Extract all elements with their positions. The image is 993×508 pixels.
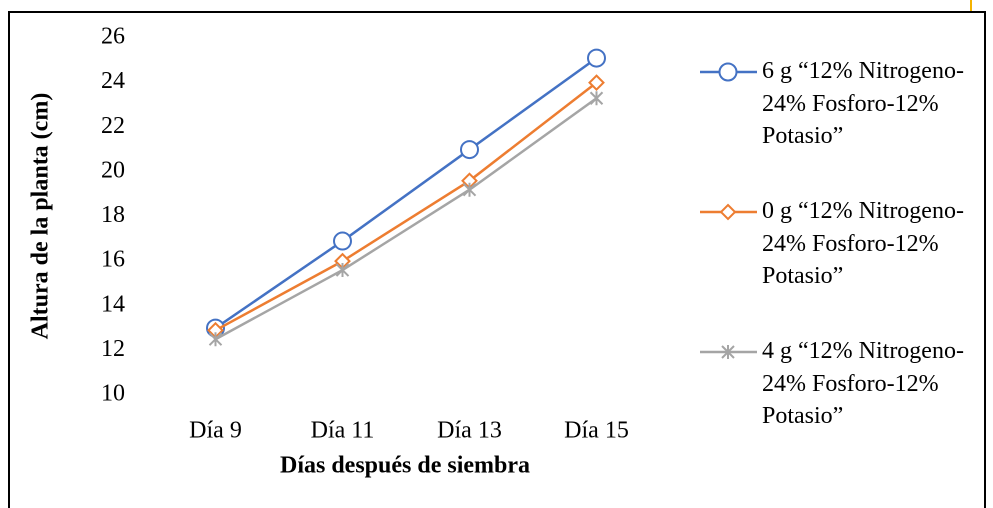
y-tick-label: 24 — [101, 68, 125, 94]
legend-label: 0 g “12% Nitrogeno-24% Fosforo-12% Potas… — [762, 198, 964, 289]
marker — [333, 231, 352, 251]
y-tick-label: 26 — [101, 24, 125, 50]
y-tick-label: 20 — [101, 157, 125, 183]
y-axis-title: Altura de la planta (cm) — [28, 93, 54, 340]
y-tick-label: 16 — [101, 247, 125, 273]
x-tick-label: Día 15 — [564, 418, 629, 444]
marker — [721, 345, 735, 359]
marker — [335, 263, 350, 278]
legend-label: 6 g “12% Nitrogeno-24% Fosforo-12% Potas… — [762, 58, 964, 149]
legend-label: 4 g “12% Nitrogeno-24% Fosforo-12% Potas… — [762, 338, 964, 429]
marker — [588, 74, 605, 92]
y-tick-label: 22 — [101, 113, 125, 139]
marker — [587, 48, 606, 68]
x-tick-label: Día 13 — [437, 418, 502, 444]
frame — [8, 11, 986, 508]
y-tick-label: 18 — [101, 202, 125, 228]
y-tick-label: 14 — [101, 291, 125, 317]
x-tick-label: Día 9 — [189, 418, 242, 444]
series-line — [214, 81, 598, 332]
marker — [462, 182, 477, 197]
series-line — [214, 57, 598, 330]
y-tick-label: 12 — [101, 336, 125, 362]
marker — [718, 62, 738, 82]
y-tick-label: 10 — [101, 381, 125, 407]
marker — [460, 140, 479, 160]
marker — [208, 332, 223, 347]
marker — [719, 203, 737, 221]
x-axis-title: Días después de siembra — [280, 453, 530, 479]
series-line — [214, 97, 598, 341]
x-tick-label: Día 11 — [311, 418, 375, 444]
marker — [589, 91, 604, 106]
